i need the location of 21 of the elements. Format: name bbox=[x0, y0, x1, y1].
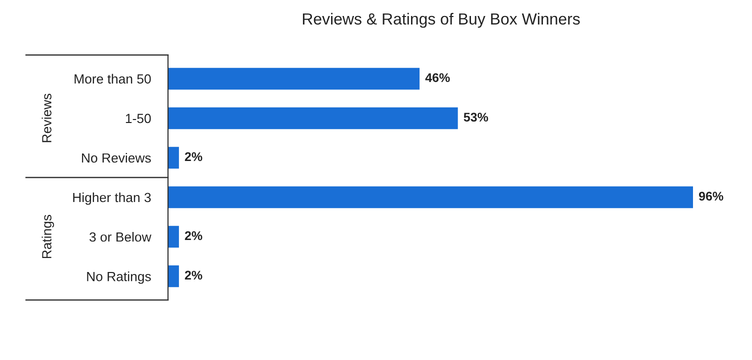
data-label: 2% bbox=[184, 270, 202, 280]
bar bbox=[168, 146, 179, 169]
data-label: 96% bbox=[698, 192, 724, 201]
y-tick-label: No Reviews bbox=[82, 152, 151, 163]
bar bbox=[168, 68, 420, 90]
text: Ratings bbox=[42, 214, 54, 258]
y-tick-label: 1-50 bbox=[126, 114, 151, 124]
text: Reviews bbox=[42, 94, 52, 142]
bar bbox=[168, 107, 458, 130]
chart-title: Reviews & Ratings of Buy Box Winners bbox=[302, 12, 580, 28]
y-tick-label: No Ratings bbox=[87, 272, 151, 284]
data-label: 46% bbox=[425, 73, 450, 82]
y-tick-label: More than 50 bbox=[74, 74, 151, 84]
bar bbox=[168, 265, 179, 288]
data-label: 2% bbox=[184, 231, 202, 240]
y-tick-label: 3 or Below bbox=[90, 232, 152, 242]
data-label: 53% bbox=[464, 112, 488, 122]
bar bbox=[168, 226, 179, 248]
y-tick-label: Higher than 3 bbox=[73, 192, 151, 205]
data-label: 2% bbox=[184, 152, 202, 162]
bar bbox=[168, 186, 693, 208]
